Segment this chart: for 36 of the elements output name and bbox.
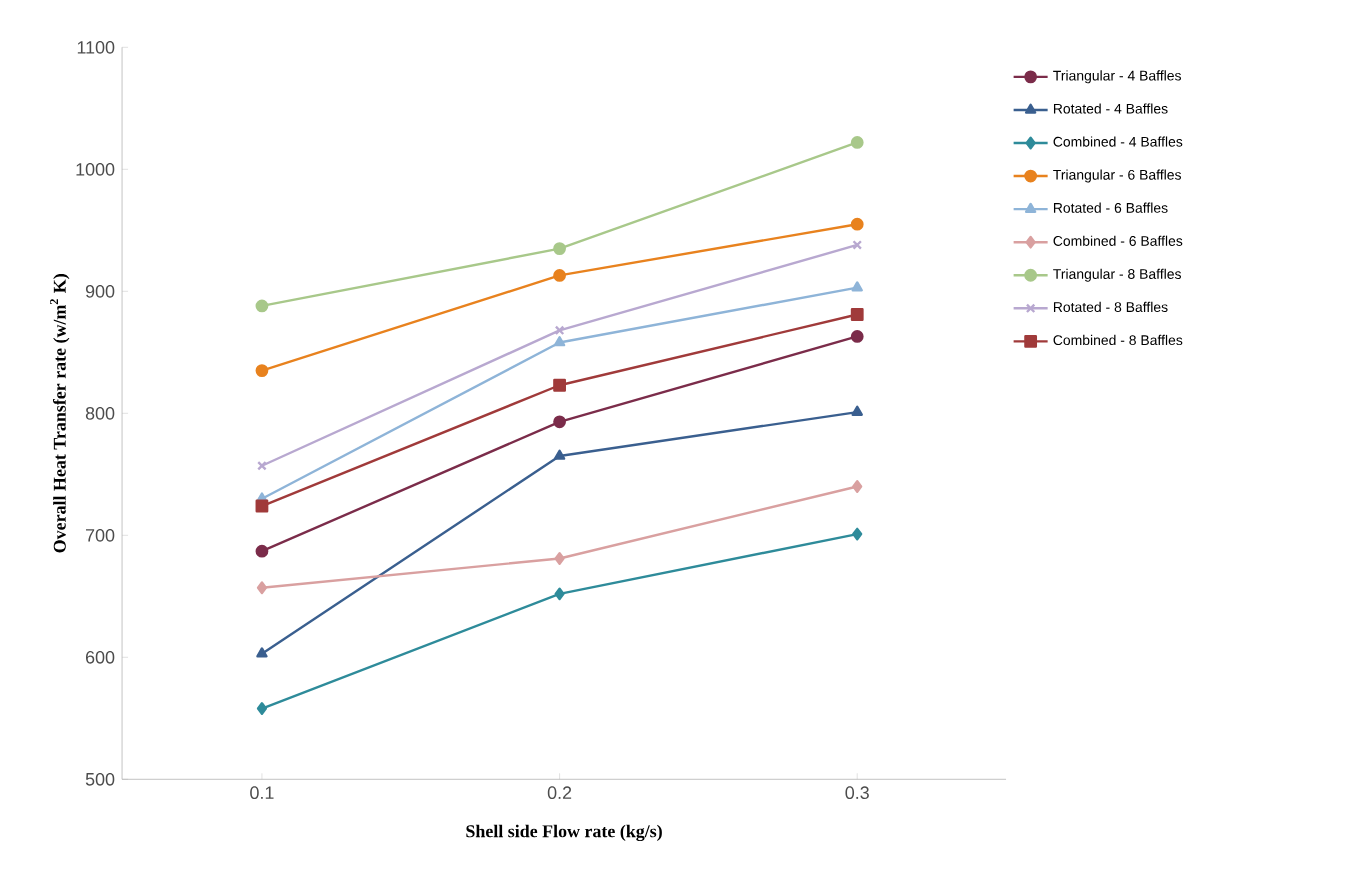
- point: [554, 325, 565, 336]
- point: [851, 405, 863, 416]
- point: [256, 647, 268, 658]
- point: [850, 217, 864, 231]
- point: [553, 378, 566, 392]
- point: [554, 552, 565, 565]
- point: [553, 415, 566, 429]
- point: [850, 136, 864, 149]
- point: [554, 587, 565, 601]
- point: [553, 269, 566, 282]
- x-tick-label: 0.2: [547, 786, 572, 800]
- x-axis-title: Shell side Flow rate (kg/s): [466, 824, 662, 842]
- x-tick-label: 0.1: [250, 786, 274, 800]
- point: [256, 702, 268, 715]
- y-tick-label: 600: [86, 650, 115, 664]
- y-tick-label: 800: [85, 406, 115, 420]
- point: [255, 499, 269, 513]
- point: [553, 336, 566, 347]
- point: [852, 527, 863, 541]
- y-tick-label: 700: [86, 528, 115, 542]
- point: [255, 544, 269, 558]
- y-tick-label: 1100: [77, 40, 115, 54]
- point: [256, 581, 268, 595]
- point: [553, 449, 566, 460]
- y-axis-title: Overall Heat Transfer rate (w/m$^{2}$ K): [50, 274, 70, 553]
- point: [255, 299, 269, 313]
- x-tick-label: 0.3: [845, 786, 869, 800]
- point: [553, 242, 566, 255]
- point: [255, 364, 269, 377]
- point: [850, 330, 864, 343]
- y-tick-label: 900: [85, 284, 115, 298]
- point: [850, 308, 864, 321]
- y-tick-label: 1000: [76, 162, 115, 176]
- point: [852, 480, 863, 493]
- y-tick-label: 500: [85, 772, 115, 786]
- point: [851, 281, 863, 292]
